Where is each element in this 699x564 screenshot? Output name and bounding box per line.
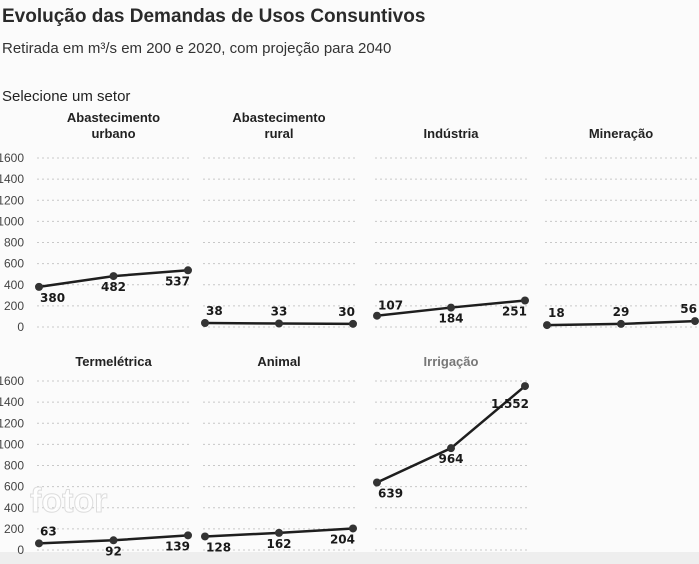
panel-title: Termelétrica — [75, 354, 152, 369]
y-tick-label: 1200 — [0, 193, 24, 207]
y-tick-label: 200 — [4, 522, 24, 536]
data-label: 1.552 — [491, 397, 529, 411]
panel-title: urbano — [91, 126, 135, 141]
data-point — [521, 296, 529, 305]
data-point — [35, 539, 43, 548]
y-tick-label: 400 — [4, 278, 24, 292]
data-label: 139 — [165, 539, 190, 553]
panel-title: Animal — [257, 354, 300, 369]
data-label: 537 — [165, 274, 190, 288]
panel-title: rural — [265, 126, 294, 141]
data-point — [184, 531, 192, 540]
y-tick-label: 0 — [17, 543, 24, 557]
panel-title: Irrigação — [424, 354, 479, 369]
data-point — [275, 319, 283, 328]
data-label: 380 — [40, 291, 65, 305]
bottom-strip — [0, 552, 699, 564]
data-point — [201, 318, 209, 327]
y-tick-label: 1200 — [0, 416, 24, 430]
data-point — [691, 317, 699, 326]
y-tick-label: 1000 — [0, 214, 24, 228]
data-label: 964 — [438, 452, 463, 466]
y-tick-label: 0 — [17, 320, 24, 334]
data-label: 38 — [206, 304, 223, 318]
sector-selector-label: Selecione um setor — [2, 88, 131, 105]
data-label: 30 — [338, 305, 355, 319]
y-tick-label: 1000 — [0, 437, 24, 451]
data-label: 184 — [438, 312, 463, 326]
data-point — [373, 311, 381, 320]
data-point — [184, 266, 192, 275]
data-label: 63 — [40, 524, 57, 538]
data-point — [35, 282, 43, 291]
data-label: 482 — [101, 280, 126, 294]
y-tick-label: 800 — [4, 459, 24, 473]
data-label: 33 — [271, 305, 288, 319]
data-label: 251 — [502, 304, 527, 318]
y-tick-label: 800 — [4, 236, 24, 250]
chart-subtitle: Retirada em m³/s em 200 e 2020, com proj… — [2, 40, 392, 57]
data-point — [275, 528, 283, 537]
watermark: fotor — [30, 482, 107, 520]
data-point — [543, 321, 551, 330]
y-tick-label: 1400 — [0, 172, 24, 186]
data-label: 204 — [330, 532, 355, 546]
data-point — [109, 272, 118, 281]
data-label: 18 — [548, 306, 565, 320]
data-label: 92 — [105, 544, 122, 558]
panel-title: Mineração — [589, 126, 653, 141]
data-label: 56 — [680, 302, 697, 316]
panel-title: Abastecimento — [232, 110, 325, 125]
data-point — [373, 478, 381, 487]
data-point — [447, 444, 455, 453]
data-point — [201, 532, 209, 541]
data-point — [617, 319, 625, 328]
data-point — [447, 303, 455, 312]
y-tick-label: 1400 — [0, 395, 24, 409]
panel-title: Indústria — [424, 126, 480, 141]
y-tick-label: 1600 — [0, 151, 24, 165]
data-point — [349, 524, 357, 533]
y-tick-label: 600 — [4, 257, 24, 271]
y-tick-label: 200 — [4, 299, 24, 313]
data-label: 128 — [206, 540, 231, 554]
panel-title: Abastecimento — [67, 110, 160, 125]
y-tick-label: 400 — [4, 501, 24, 515]
data-label: 162 — [266, 537, 291, 551]
data-label: 29 — [613, 305, 630, 319]
y-tick-label: 600 — [4, 480, 24, 494]
data-label: 107 — [378, 299, 403, 313]
data-point — [521, 382, 529, 391]
data-point — [109, 536, 118, 545]
data-label: 639 — [378, 487, 403, 501]
y-tick-label: 1600 — [0, 374, 24, 388]
chart-title: Evolução das Demandas de Usos Consuntivo… — [2, 6, 426, 27]
data-point — [349, 319, 357, 328]
